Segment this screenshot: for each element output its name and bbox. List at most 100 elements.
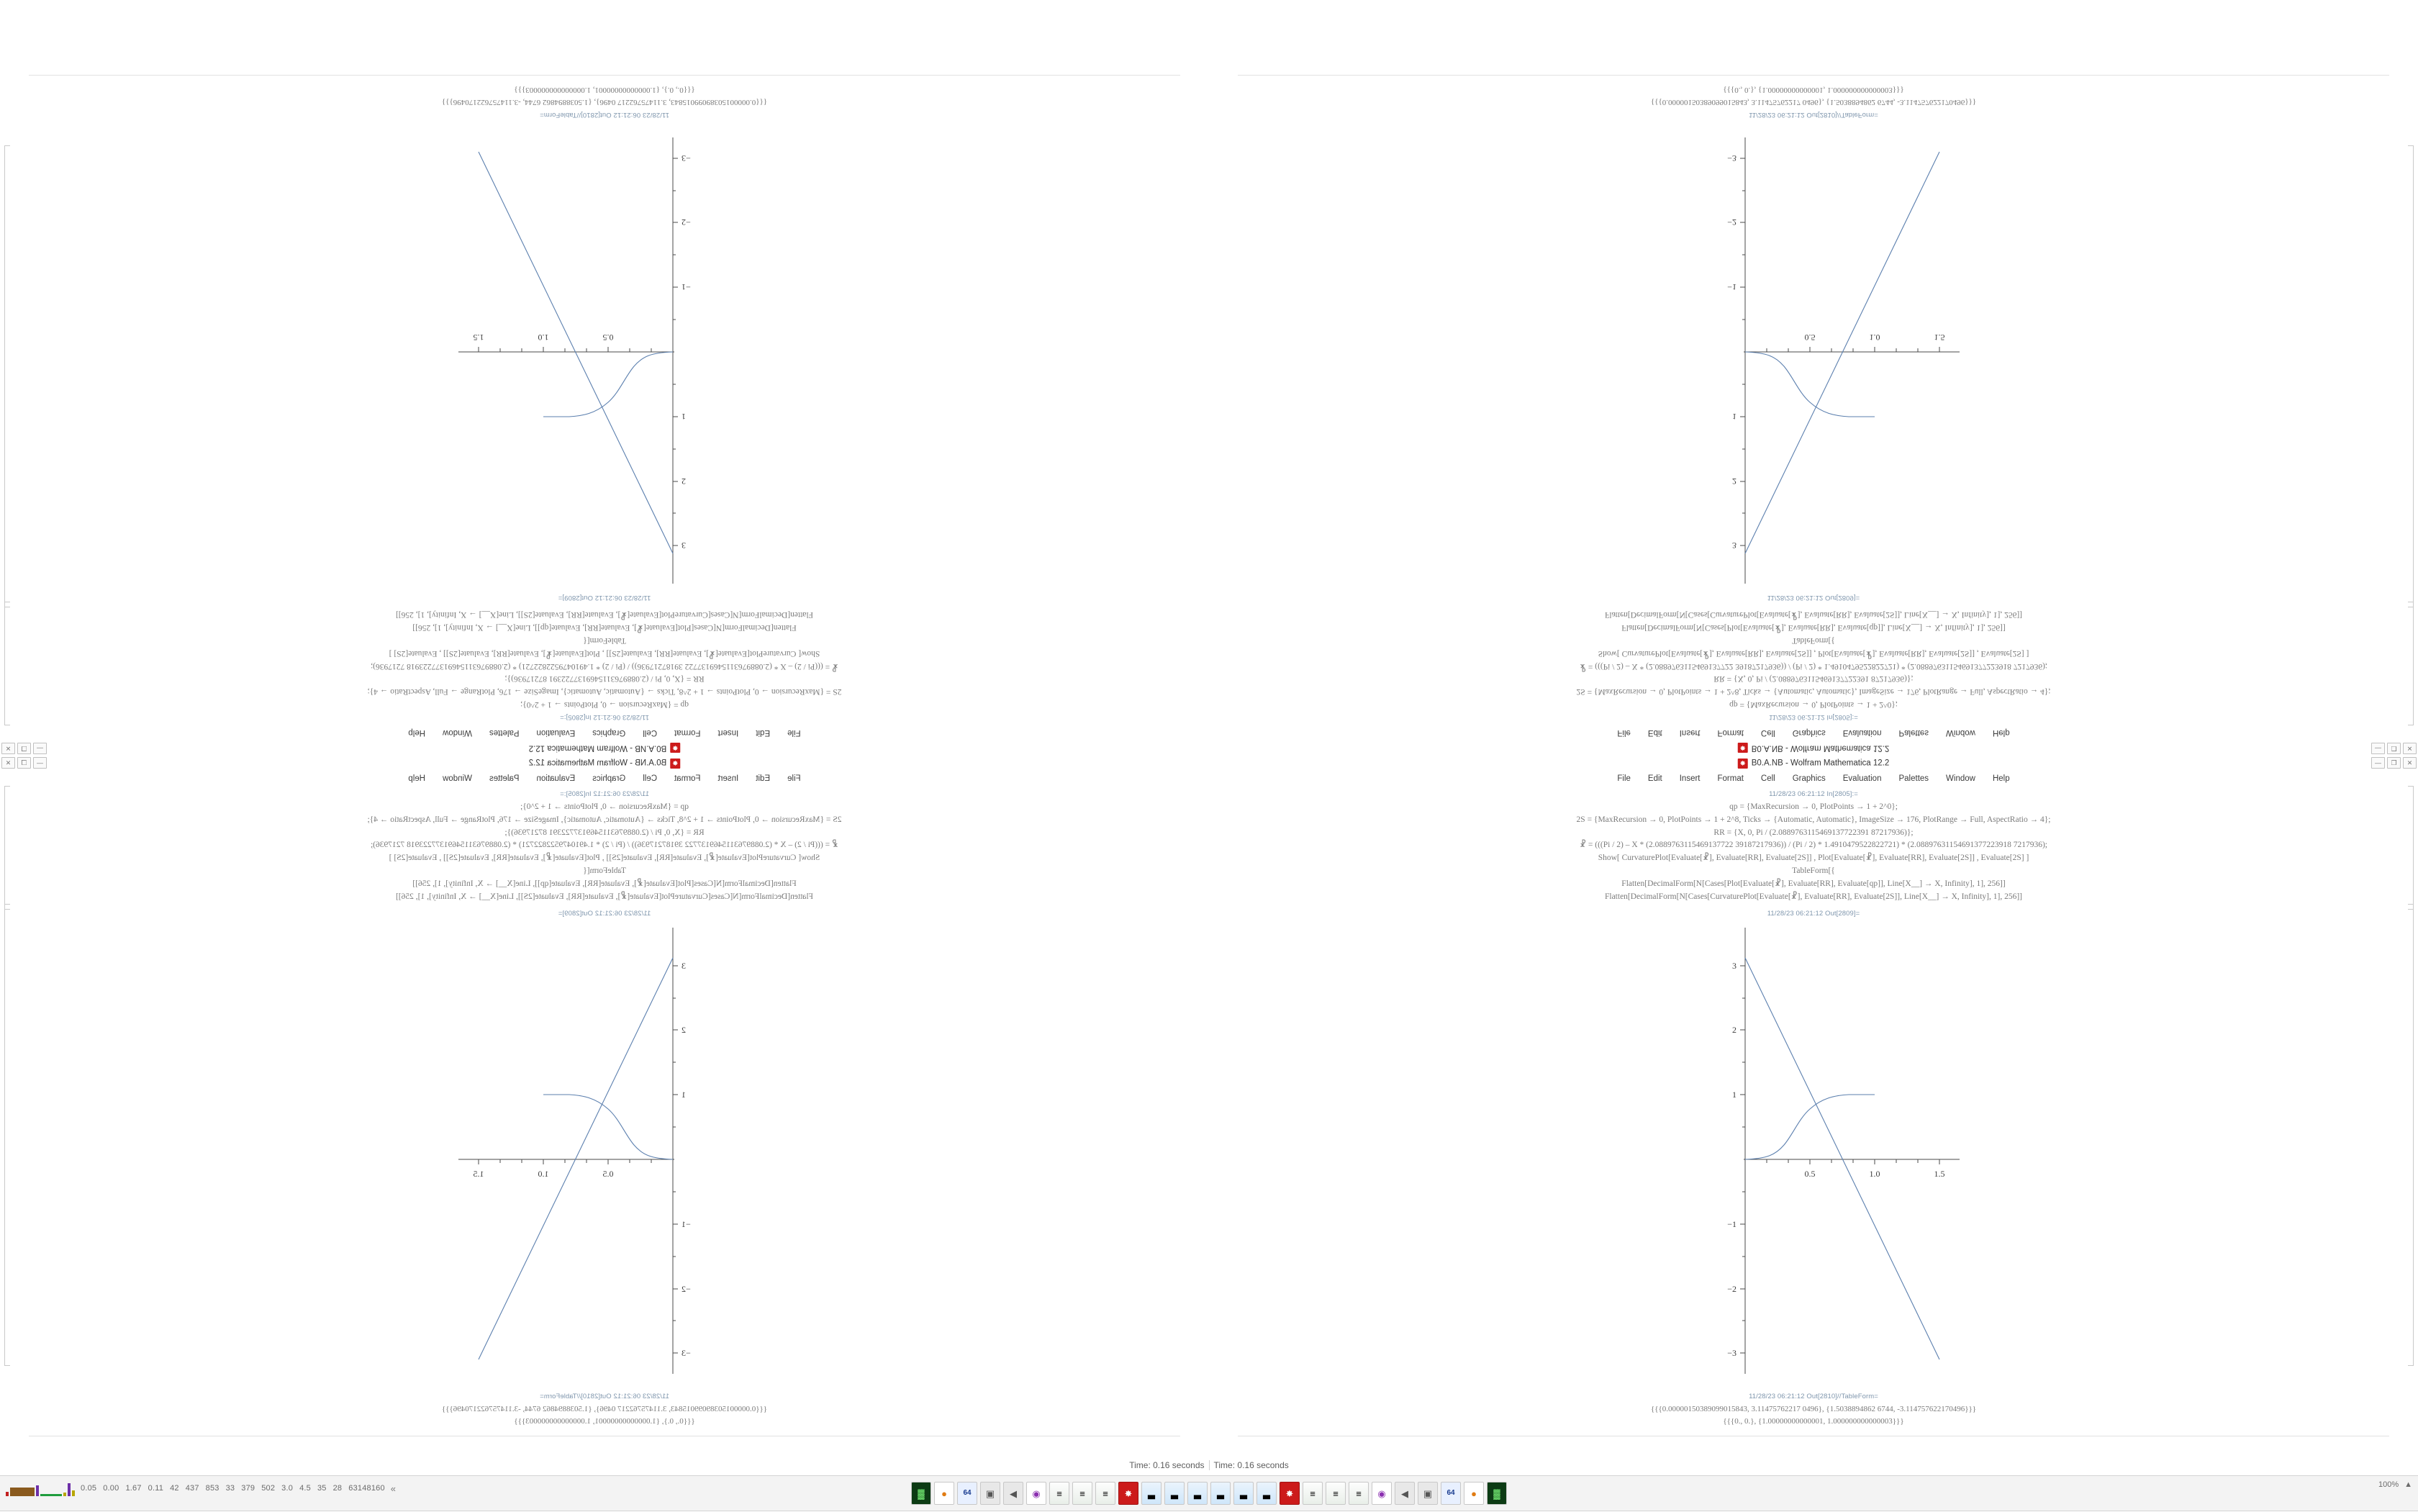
cell-input[interactable]: 11/28/23 06:21:12 In[2805]:= qp = {MaxRec… — [1209, 786, 2418, 910]
input-code-line[interactable]: RR = {X, 0, Pi / (2.08897631154691377223… — [504, 828, 705, 837]
input-code-line[interactable]: Flatten[DecimalForm[N[Cases[CurvaturePlo… — [1604, 892, 2022, 901]
taskbar-terminal-icon[interactable]: ▣ — [1418, 1482, 1438, 1505]
input-code-line[interactable]: RR = {X, 0, Pi / (2.08897631154691377223… — [1713, 674, 1914, 684]
taskbar-floppy64-icon[interactable]: 64 — [957, 1482, 977, 1505]
taskbar-owl-icon[interactable]: ◉ — [1026, 1482, 1046, 1505]
notebook-canvas[interactable]: 11/28/23 06:21:12 In[2805]:= qp = {MaxRec… — [0, 786, 1209, 1511]
window-control-buttons[interactable]: — ❐ ✕ — [2371, 743, 2417, 754]
menu-item-graphics[interactable]: Graphics — [1792, 728, 1826, 737]
input-code-line[interactable]: Show[ CurvaturePlot[Evaluate[☧], Evaluat… — [1598, 854, 2029, 863]
menu-item-format[interactable]: Format — [674, 728, 701, 737]
minimize-button[interactable]: — — [33, 757, 47, 769]
plot-container[interactable]: 3 2 1 −1 −2 −3 — [1209, 920, 2418, 1381]
taskbar-notebook-icon[interactable]: ≡ — [1049, 1482, 1069, 1505]
taskbar-calculator-icon[interactable]: ▃ — [1233, 1482, 1254, 1505]
cell-bracket-input[interactable] — [4, 786, 10, 910]
input-code-line[interactable]: TableForm[{ — [1792, 866, 1835, 876]
close-button[interactable]: ✕ — [2403, 743, 2417, 754]
menu-item-help[interactable]: Help — [1992, 774, 2010, 783]
curvature-plot-svg[interactable]: 3 2 1 −1 −2 −3 — [450, 920, 759, 1381]
input-code-line[interactable]: ☧ = (((Pi / 2) – X * (2.0889763115469137… — [371, 841, 838, 850]
curvature-plot-svg[interactable]: 3 2 1 −1 −2 −3 — [1659, 920, 1968, 1381]
input-code-line[interactable]: qp = {MaxRecursion → 0, PlotPoints → 1 +… — [520, 802, 689, 811]
taskbar-notebook-icon[interactable]: ≡ — [1095, 1482, 1115, 1505]
mathematica-window[interactable]: ✸B0.A.NB - Wolfram Mathematica 12.2 — ❐ … — [1209, 0, 2418, 756]
menu-item-format[interactable]: Format — [1717, 774, 1744, 783]
menu-item-edit[interactable]: Edit — [756, 774, 771, 783]
input-code-line[interactable]: 2S = {MaxRecursion → 0, PlotPoints → 1 +… — [367, 687, 842, 697]
cell-text-output[interactable]: 11/28/23 06:21:12 Out[2810]//TableForm= … — [0, 1381, 1209, 1436]
plot-container[interactable]: 3 2 1 −1 −2 −3 — [0, 131, 1209, 592]
taskbar-icon-strip-bottom[interactable]: ▓ ● 64 ▣ ◀ ◉ ≡ ≡ ≡ ✸ ▃ ▃ ▃ ▃ ▃ ▃ ✸ ≡ ≡ ≡ ◉ ◀ ▣ 64 ● ▓ — [911, 1482, 1507, 1505]
cell-input[interactable]: 11/28/23 06:21:12 In[2805]:= qp = {MaxRec… — [0, 786, 1209, 910]
menu-item-edit[interactable]: Edit — [756, 728, 771, 737]
mathematica-window[interactable]: ✸B0.A.NB - Wolfram Mathematica 12.2 — ❐ … — [0, 0, 1209, 756]
notebook-canvas[interactable]: 11/28/23 06:21:12 In[2805]:= qp = {MaxRec… — [0, 0, 1209, 725]
input-code-line[interactable]: RR = {X, 0, Pi / (2.08897631154691377223… — [504, 674, 705, 684]
taskbar-bottom[interactable]: 0.05 0.00 1.67 0.11 42 437 853 33 379 502 3.0 4.5 35… — [0, 1475, 2418, 1511]
menu-item-insert[interactable]: Insert — [717, 728, 739, 737]
input-code-line[interactable]: Show[ CurvaturePlot[Evaluate[☧], Evaluat… — [389, 854, 820, 863]
menu-item-cell[interactable]: Cell — [643, 728, 658, 737]
input-code-line[interactable]: Show[ CurvaturePlot[Evaluate[☧], Evaluat… — [389, 648, 820, 658]
window-control-buttons[interactable]: — ❐ ✕ — [1, 757, 47, 769]
minimize-button[interactable]: — — [2371, 757, 2385, 769]
cell-input[interactable]: 11/28/23 06:21:12 In[2805]:= qp = {MaxRec… — [1209, 602, 2418, 725]
input-code-line[interactable]: Show[ CurvaturePlot[Evaluate[☧], Evaluat… — [1598, 648, 2029, 658]
cell-text-output[interactable]: 11/28/23 06:21:12 Out[2810]//TableForm= … — [1209, 1381, 2418, 1436]
zoom-readout-bottom[interactable]: 100% ▲ — [2378, 1480, 2412, 1489]
input-code-line[interactable]: TableForm[{ — [583, 866, 626, 876]
menu-item-format[interactable]: Format — [674, 774, 701, 783]
input-code-line[interactable]: Flatten[DecimalForm[N[Cases[Plot[Evaluat… — [412, 879, 797, 888]
input-code-line[interactable]: Flatten[DecimalForm[N[Cases[CurvaturePlo… — [396, 892, 814, 901]
taskbar-calculator-icon[interactable]: ▃ — [1210, 1482, 1231, 1505]
restore-button[interactable]: ❐ — [2387, 757, 2401, 769]
taskbar-calculator-icon[interactable]: ▃ — [1141, 1482, 1162, 1505]
cell-graphics-output[interactable]: 11/28/23 06:21:12 Out[2809]= — [1209, 903, 2418, 1381]
taskbar-mathematica-icon[interactable]: ✸ — [1118, 1482, 1138, 1505]
menu-item-palettes[interactable]: Palettes — [489, 774, 520, 783]
input-code-line[interactable]: ☧ = (((Pi / 2) – X * (2.0889763115469137… — [1580, 841, 2047, 850]
taskbar-notebook-icon[interactable]: ≡ — [1349, 1482, 1369, 1505]
taskbar-speaker-icon[interactable]: ◀ — [1003, 1482, 1023, 1505]
cell-text-output[interactable]: 11/28/23 06:21:12 Out[2810]//TableForm= … — [1209, 75, 2418, 130]
input-code-line[interactable]: 2S = {MaxRecursion → 0, PlotPoints → 1 +… — [1576, 687, 2051, 697]
menu-item-help[interactable]: Help — [408, 728, 426, 737]
system-tray-left-mirrored[interactable]: 0.05 0.00 1.67 0.11 42 437 853 33 379 502 3.0 4.5 35… — [6, 1480, 396, 1496]
taskbar-calculator-icon[interactable]: ▃ — [1187, 1482, 1208, 1505]
input-code-line[interactable]: Flatten[DecimalForm[N[Cases[Plot[Evaluat… — [412, 623, 797, 633]
input-code-line[interactable]: qp = {MaxRecursion → 0, PlotPoints → 1 +… — [1729, 700, 1898, 709]
input-code-line[interactable]: 2S = {MaxRecursion → 0, PlotPoints → 1 +… — [367, 815, 842, 824]
menu-item-cell[interactable]: Cell — [1760, 728, 1775, 737]
notebook-canvas[interactable]: 11/28/23 06:21:12 In[2805]:= qp = {MaxRec… — [1209, 786, 2418, 1511]
menu-item-cell[interactable]: Cell — [1760, 774, 1775, 783]
menubar[interactable]: File Edit Insert Format Cell Graphics Evaluati… — [0, 771, 1209, 786]
window-titlebar[interactable]: ✸B0.A.NB - Wolfram Mathematica 12.2 — ❐ … — [1209, 756, 2418, 771]
menu-item-file[interactable]: File — [1617, 774, 1631, 783]
window-titlebar[interactable]: ✸B0.A.NB - Wolfram Mathematica 12.2 — ❐ … — [0, 756, 1209, 771]
cell-bracket-graphics[interactable] — [2408, 145, 2414, 608]
cell-bracket-graphics[interactable] — [4, 903, 10, 1366]
menubar[interactable]: File Edit Insert Format Cell Graphics Evaluati… — [1209, 771, 2418, 786]
input-code-line[interactable]: TableForm[{ — [583, 635, 626, 645]
window-titlebar[interactable]: ✸B0.A.NB - Wolfram Mathematica 12.2 — ❐ … — [1209, 740, 2418, 756]
taskbar-flame-icon[interactable]: ● — [1464, 1482, 1484, 1505]
cell-bracket-input[interactable] — [2408, 786, 2414, 910]
input-code-line[interactable]: Flatten[DecimalForm[N[Cases[Plot[Evaluat… — [1621, 623, 2006, 633]
taskbar-floppy64-icon[interactable]: 64 — [1441, 1482, 1461, 1505]
taskbar-terminal-icon[interactable]: ▣ — [980, 1482, 1000, 1505]
restore-button[interactable]: ❐ — [17, 743, 31, 754]
input-code-line[interactable]: TableForm[{ — [1792, 635, 1835, 645]
menu-item-evaluation[interactable]: Evaluation — [536, 728, 576, 737]
cell-bracket-graphics[interactable] — [2408, 903, 2414, 1366]
input-code-line[interactable]: Flatten[DecimalForm[N[Cases[CurvaturePlo… — [1604, 610, 2022, 620]
restore-button[interactable]: ❐ — [17, 757, 31, 769]
menu-item-window[interactable]: Window — [1946, 728, 1975, 737]
cell-bracket-graphics[interactable] — [4, 145, 10, 608]
taskbar-speaker-icon[interactable]: ◀ — [1395, 1482, 1415, 1505]
menu-item-help[interactable]: Help — [408, 774, 426, 783]
menu-item-window[interactable]: Window — [1946, 774, 1975, 783]
menu-item-evaluation[interactable]: Evaluation — [536, 774, 576, 783]
menu-item-evaluation[interactable]: Evaluation — [1842, 728, 1882, 737]
menu-item-cell[interactable]: Cell — [643, 774, 658, 783]
